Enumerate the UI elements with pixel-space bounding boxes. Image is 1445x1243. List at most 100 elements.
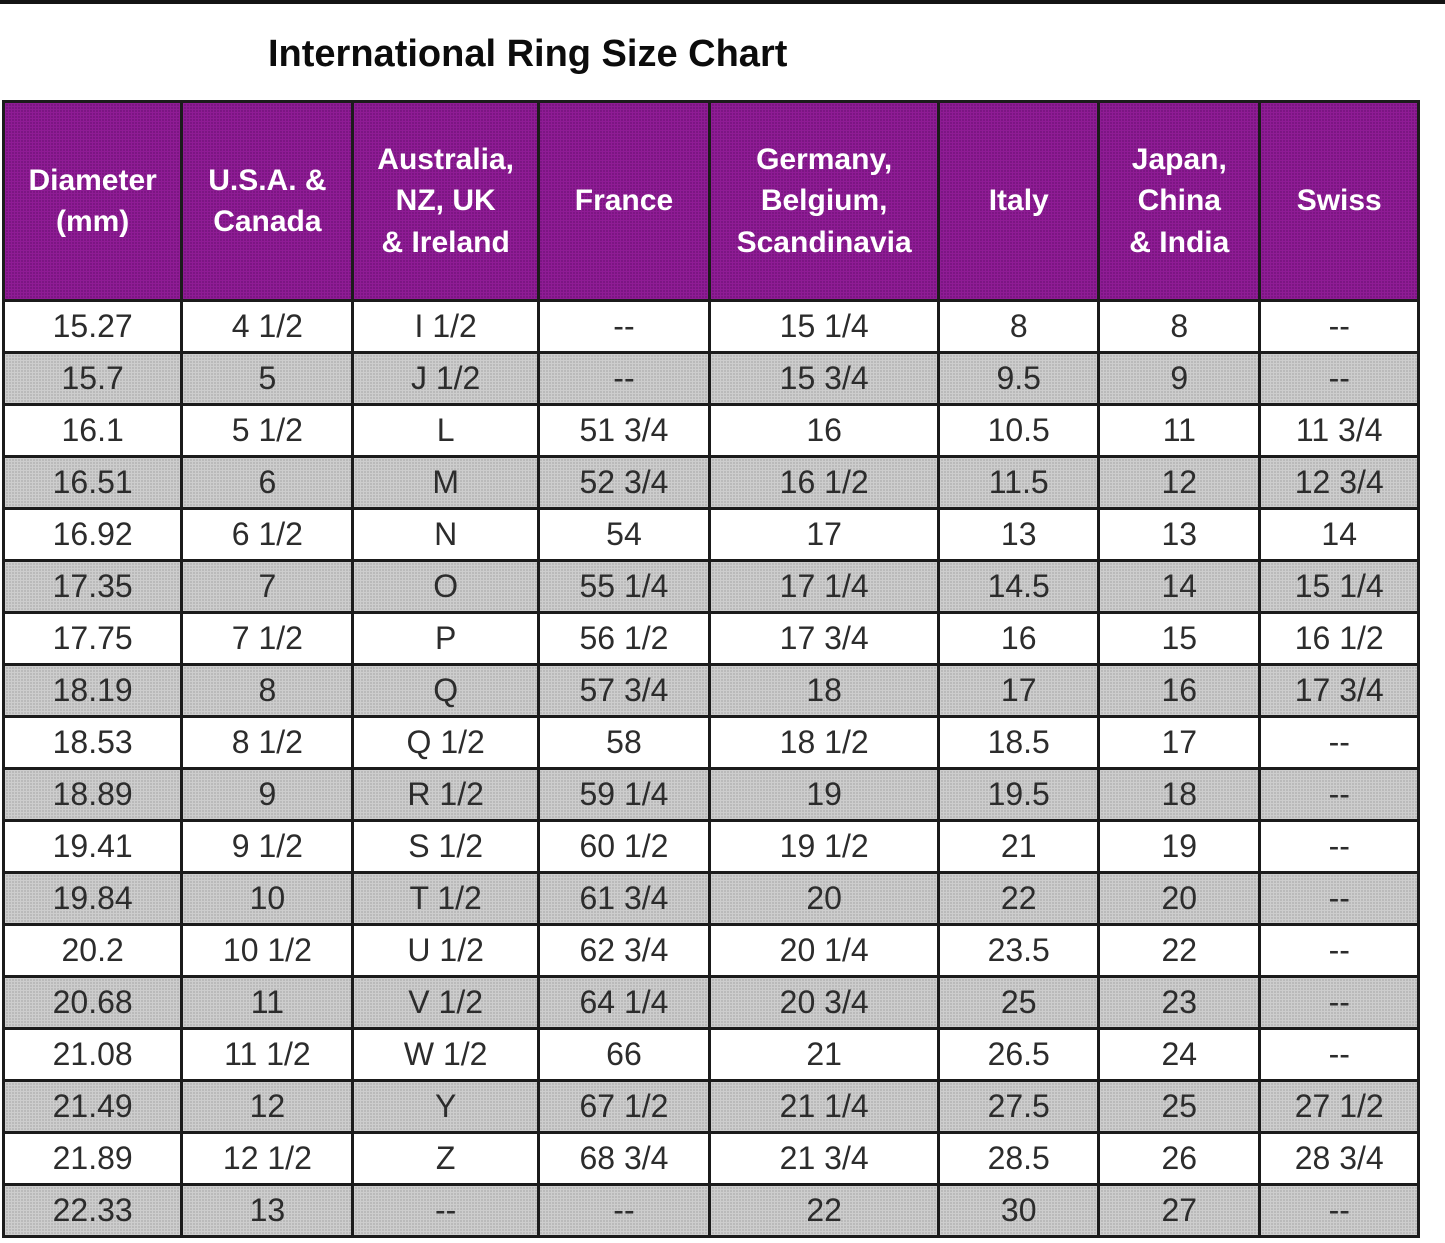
- table-cell: 21: [708, 1027, 941, 1082]
- table-cell: R 1/2: [351, 767, 540, 822]
- table-cell: 56 1/2: [536, 611, 712, 666]
- table-cell: 30: [937, 1183, 1101, 1238]
- table-cell: 16.51: [1, 455, 184, 510]
- table-cell: L: [351, 403, 540, 458]
- table-cell: 13: [180, 1183, 355, 1238]
- table-cell: 20.68: [1, 975, 184, 1030]
- table-cell: 8: [937, 299, 1101, 354]
- ring-size-table: Diameter (mm) U.S.A. & Canada Australia, N…: [1, 100, 1420, 1238]
- table-cell: 21.08: [1, 1027, 184, 1082]
- table-cell: 10.5: [937, 403, 1101, 458]
- table-cell: 16: [1097, 663, 1262, 718]
- table-cell: 20: [708, 871, 941, 926]
- table-cell: 14: [1258, 507, 1420, 562]
- table-cell: --: [351, 1183, 540, 1238]
- table-cell: 15 3/4: [708, 351, 941, 406]
- column-header: Swiss: [1258, 100, 1420, 302]
- table-cell: --: [536, 351, 712, 406]
- table-cell: 7: [180, 559, 355, 614]
- table-cell: 23.5: [937, 923, 1101, 978]
- table-cell: 18.5: [937, 715, 1101, 770]
- table-row: 18.89 9 R 1/2 59 1/4 19 19.5 18 --: [1, 767, 1420, 822]
- table-row: 16.92 6 1/2 N 54 17 13 13 14: [1, 507, 1420, 562]
- table-cell: S 1/2: [351, 819, 540, 874]
- table-cell: 7 1/2: [180, 611, 355, 666]
- table-cell: W 1/2: [351, 1027, 540, 1082]
- table-cell: --: [1258, 819, 1420, 874]
- table-cell: --: [1258, 871, 1420, 926]
- table-cell: 17: [708, 507, 941, 562]
- table-cell: 12 1/2: [180, 1131, 355, 1186]
- table-cell: 27: [1097, 1183, 1262, 1238]
- table-cell: 28 3/4: [1258, 1131, 1420, 1186]
- table-cell: 22: [937, 871, 1101, 926]
- table-cell: 15.27: [1, 299, 184, 354]
- table-cell: 22: [1097, 923, 1262, 978]
- table-row: 19.84 10 T 1/2 61 3/4 20 22 20 --: [1, 871, 1420, 926]
- table-cell: 22.33: [1, 1183, 184, 1238]
- table-cell: 25: [937, 975, 1101, 1030]
- table-row: 20.2 10 1/2 U 1/2 62 3/4 20 1/4 23.5 22 --: [1, 923, 1420, 978]
- table-cell: 57 3/4: [536, 663, 712, 718]
- table-cell: 18: [708, 663, 941, 718]
- table-cell: 24: [1097, 1027, 1262, 1082]
- table-cell: --: [1258, 1027, 1420, 1082]
- table-cell: 16.92: [1, 507, 184, 562]
- table-cell: 10: [180, 871, 355, 926]
- table-cell: 28.5: [937, 1131, 1101, 1186]
- table-cell: 11: [180, 975, 355, 1030]
- table-cell: 55 1/4: [536, 559, 712, 614]
- table-cell: 9: [180, 767, 355, 822]
- table-row: 18.53 8 1/2 Q 1/2 58 18 1/2 18.5 17 --: [1, 715, 1420, 770]
- table-cell: 13: [1097, 507, 1262, 562]
- table-cell: 15: [1097, 611, 1262, 666]
- table-row: 20.68 11 V 1/2 64 1/4 20 3/4 25 23 --: [1, 975, 1420, 1030]
- table-cell: P: [351, 611, 540, 666]
- table-cell: 17 1/4: [708, 559, 941, 614]
- table-cell: 52 3/4: [536, 455, 712, 510]
- table-row: 15.27 4 1/2 I 1/2 -- 15 1/4 8 8 --: [1, 299, 1420, 354]
- table-cell: 20 1/4: [708, 923, 941, 978]
- table-cell: 9: [1097, 351, 1262, 406]
- table-row: 15.7 5 J 1/2 -- 15 3/4 9.5 9 --: [1, 351, 1420, 406]
- table-cell: 17 3/4: [708, 611, 941, 666]
- table-cell: 21 3/4: [708, 1131, 941, 1186]
- table-cell: Z: [351, 1131, 540, 1186]
- table-cell: 67 1/2: [536, 1079, 712, 1134]
- table-cell: 64 1/4: [536, 975, 712, 1030]
- table-cell: 25: [1097, 1079, 1262, 1134]
- table-row: 21.08 11 1/2 W 1/2 66 21 26.5 24 --: [1, 1027, 1420, 1082]
- table-cell: --: [1258, 767, 1420, 822]
- table-cell: 11.5: [937, 455, 1101, 510]
- table-body: 15.27 4 1/2 I 1/2 -- 15 1/4 8 8 -- 15.7 5 J 1/2 -- 1…: [1, 299, 1420, 1238]
- table-cell: 21 1/4: [708, 1079, 941, 1134]
- table-cell: --: [536, 1183, 712, 1238]
- table-cell: 21.49: [1, 1079, 184, 1134]
- table-row: 21.49 12 Y 67 1/2 21 1/4 27.5 25 27 1/2: [1, 1079, 1420, 1134]
- table-cell: 18: [1097, 767, 1262, 822]
- table-cell: 59 1/4: [536, 767, 712, 822]
- table-cell: 5 1/2: [180, 403, 355, 458]
- table-cell: V 1/2: [351, 975, 540, 1030]
- table-cell: 54: [536, 507, 712, 562]
- table-cell: --: [1258, 351, 1420, 406]
- table-cell: 17.35: [1, 559, 184, 614]
- table-cell: 19: [708, 767, 941, 822]
- table-cell: 17: [1097, 715, 1262, 770]
- table-cell: --: [1258, 975, 1420, 1030]
- table-cell: 26.5: [937, 1027, 1101, 1082]
- table-cell: 16 1/2: [708, 455, 941, 510]
- top-border-line: [0, 0, 1445, 4]
- column-header: France: [536, 100, 712, 302]
- table-row: 21.89 12 1/2 Z 68 3/4 21 3/4 28.5 26 28 3/4: [1, 1131, 1420, 1186]
- table-cell: 12 3/4: [1258, 455, 1420, 510]
- table-cell: 18 1/2: [708, 715, 941, 770]
- table-cell: 21.89: [1, 1131, 184, 1186]
- table-cell: 19: [1097, 819, 1262, 874]
- table-cell: 23: [1097, 975, 1262, 1030]
- table-cell: 16: [937, 611, 1101, 666]
- column-header: Italy: [937, 100, 1101, 302]
- table-cell: M: [351, 455, 540, 510]
- table-cell: 16.1: [1, 403, 184, 458]
- table-cell: 6 1/2: [180, 507, 355, 562]
